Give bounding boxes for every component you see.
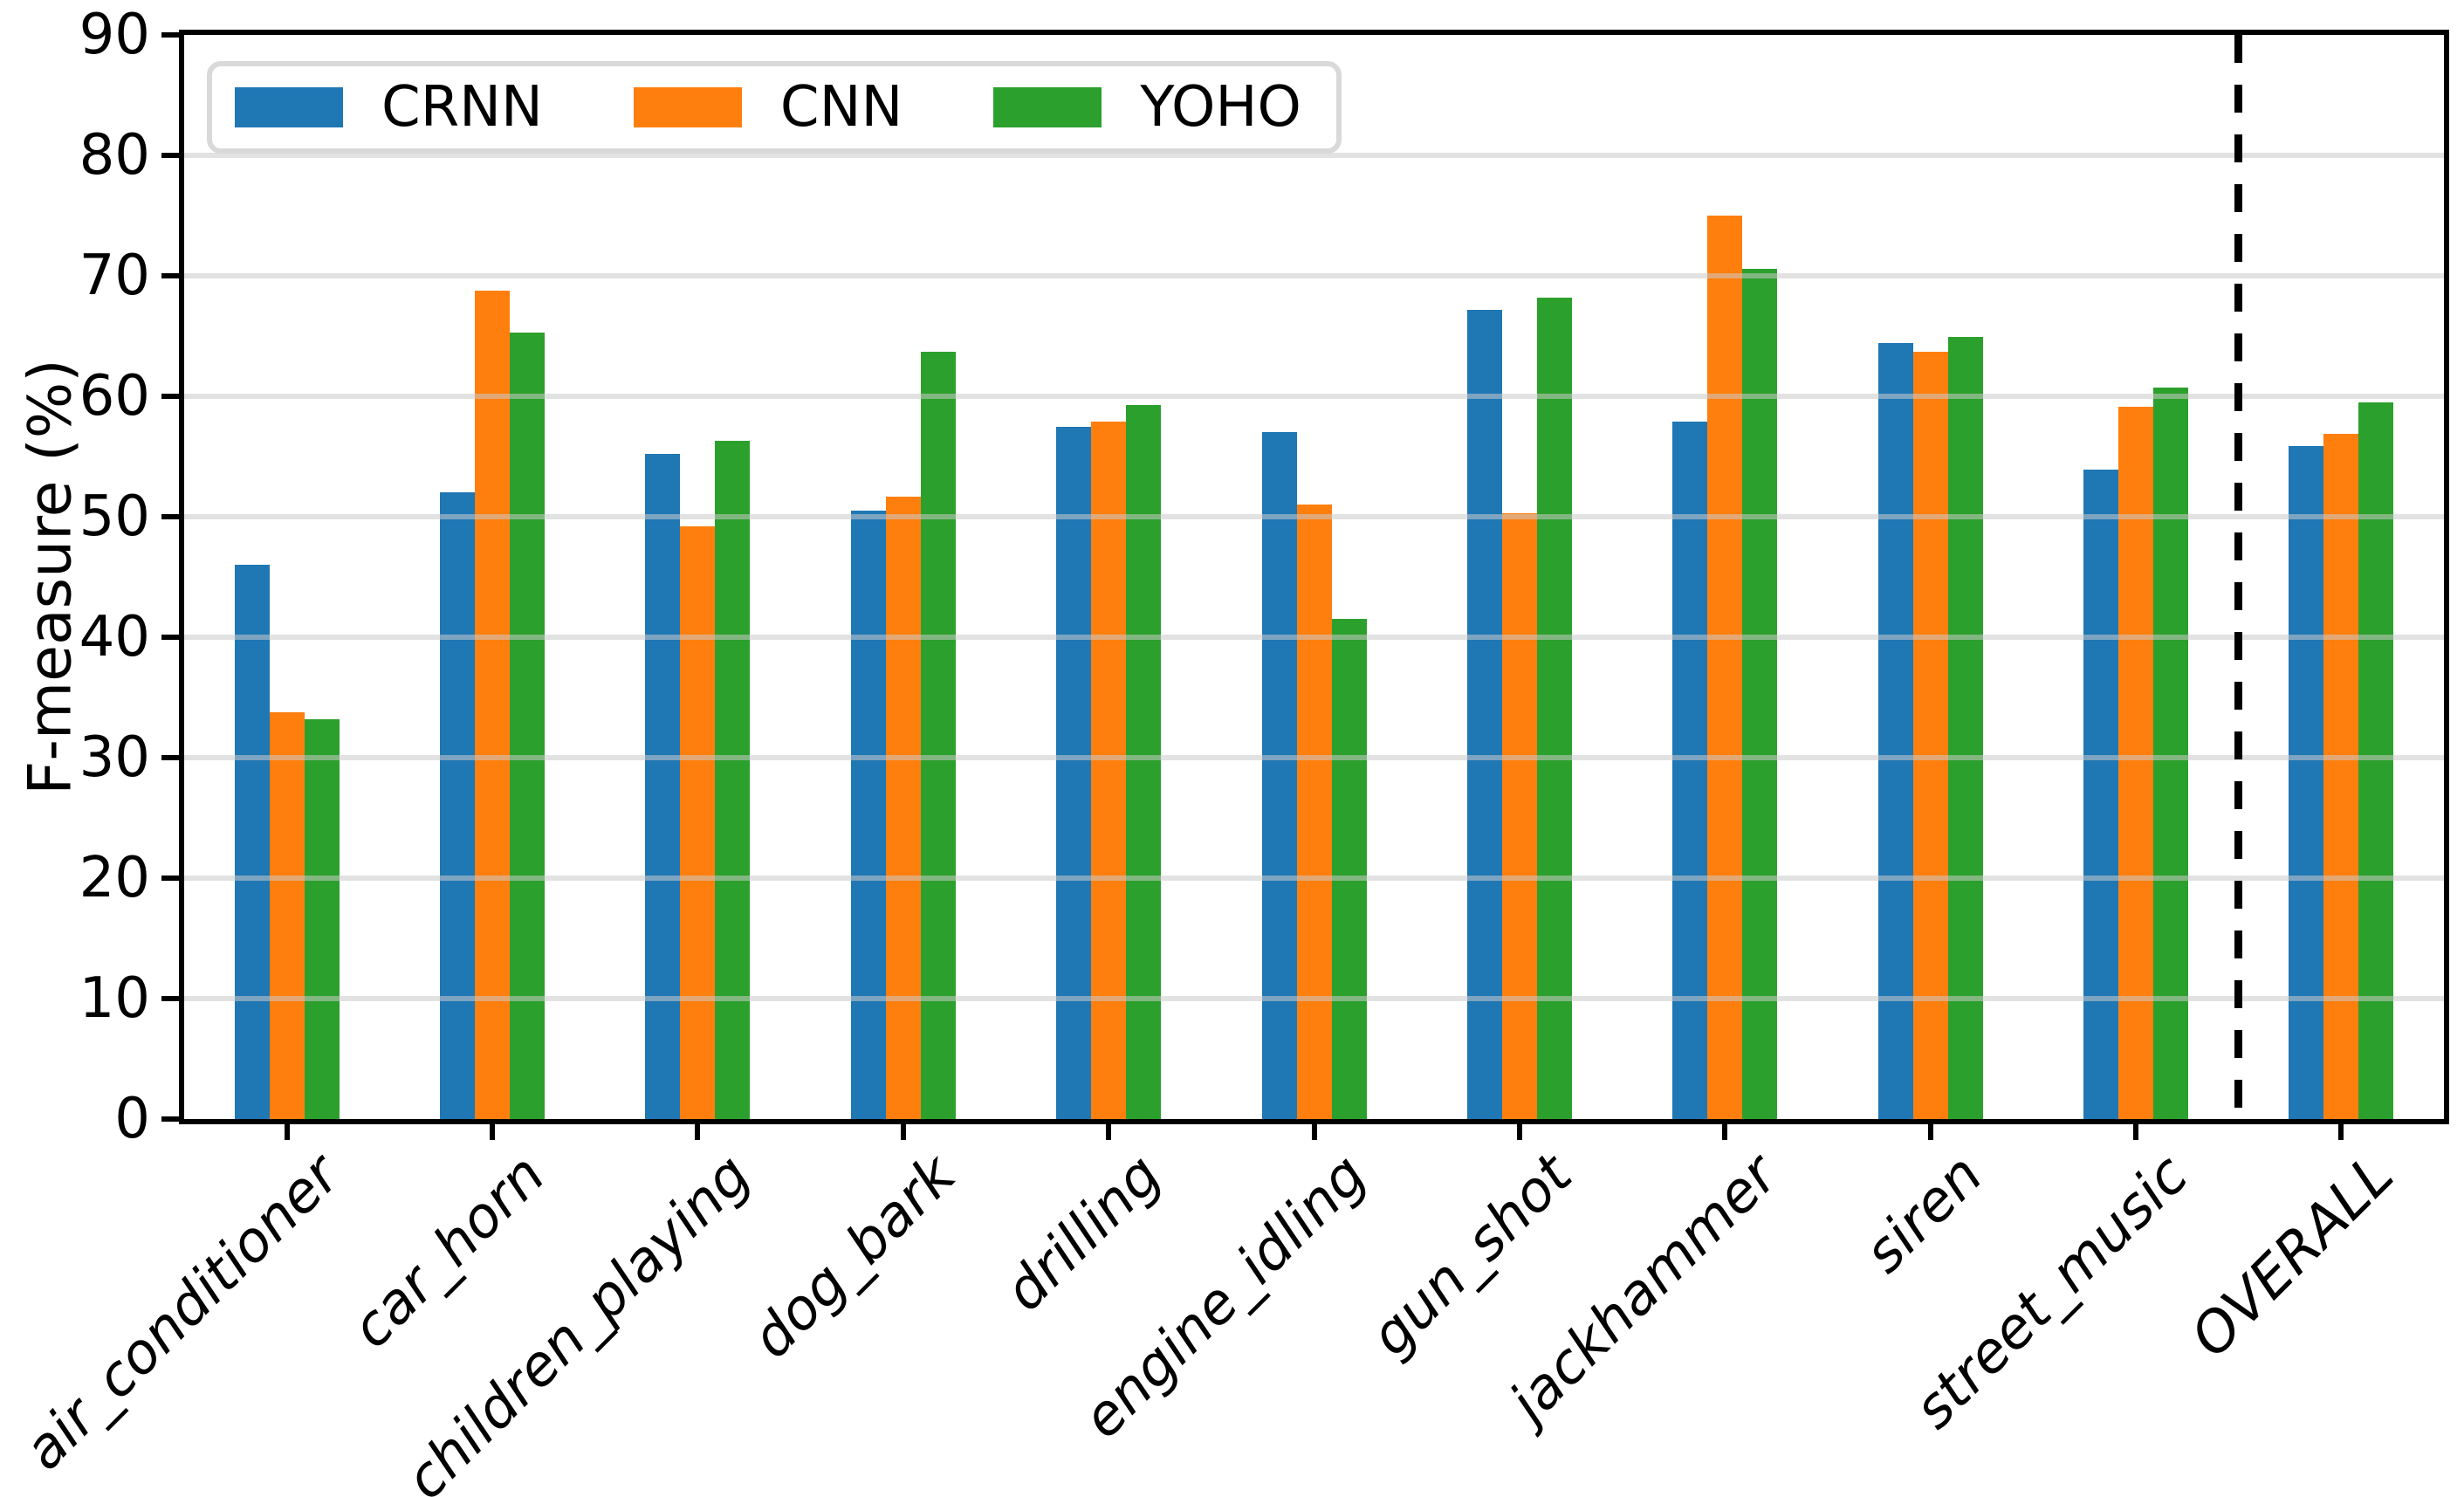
gridline-70 xyxy=(184,273,2444,278)
y-tick-label-80: 80 xyxy=(79,123,150,188)
bar-yoho-drilling xyxy=(1126,404,1162,1119)
bar-crnn-siren xyxy=(1877,343,1913,1119)
x-tick-mark-jackhammer xyxy=(1722,1124,1728,1140)
gridline-20 xyxy=(184,876,2444,881)
x-tick-mark-OVERALL xyxy=(2338,1124,2344,1140)
y-tick-label-40: 40 xyxy=(79,605,150,670)
y-tick-mark-80 xyxy=(161,153,179,158)
x-tick-label-children_playing: children_playing xyxy=(393,1143,763,1497)
legend-entry-cnn: CNN xyxy=(633,75,903,140)
bar-cnn-jackhammer xyxy=(1707,216,1743,1119)
x-tick-mark-siren xyxy=(1927,1124,1933,1140)
y-tick-label-60: 60 xyxy=(79,364,150,429)
x-tick-label-siren: siren xyxy=(1852,1143,1996,1286)
gridline-60 xyxy=(184,394,2444,399)
bar-cnn-dog_bark xyxy=(885,496,921,1119)
x-tick-label-air_conditioner: air_conditioner xyxy=(11,1143,353,1483)
x-tick-mark-dog_bark xyxy=(900,1124,906,1140)
x-tick-mark-gun_shot xyxy=(1516,1124,1522,1140)
bar-yoho-engine_idling xyxy=(1331,619,1367,1119)
bar-cnn-siren xyxy=(1912,351,1948,1119)
y-tick-mark-20 xyxy=(161,876,179,881)
bar-crnn-engine_idling xyxy=(1261,432,1297,1119)
x-tick-label-OVERALL: OVERALL xyxy=(2179,1143,2406,1370)
x-tick-mark-engine_idling xyxy=(1311,1124,1317,1140)
bar-crnn-car_horn xyxy=(440,492,476,1119)
y-tick-label-30: 30 xyxy=(79,725,150,790)
y-tick-mark-40 xyxy=(161,635,179,640)
y-tick-mark-30 xyxy=(161,755,179,760)
y-tick-mark-60 xyxy=(161,394,179,399)
bar-crnn-street_music xyxy=(2083,470,2118,1119)
x-tick-mark-air_conditioner xyxy=(284,1124,290,1140)
bar-yoho-children_playing xyxy=(715,441,751,1119)
gridline-80 xyxy=(184,153,2444,158)
x-tick-label-car_horn: car_horn xyxy=(339,1143,558,1362)
x-tick-mark-street_music xyxy=(2132,1124,2138,1140)
bar-cnn-air_conditioner xyxy=(269,711,305,1119)
bar-crnn-OVERALL xyxy=(2289,445,2324,1119)
bar-cnn-children_playing xyxy=(680,526,716,1119)
y-tick-mark-10 xyxy=(161,996,179,1001)
bar-crnn-drilling xyxy=(1056,426,1092,1119)
bar-yoho-air_conditioner xyxy=(304,718,340,1119)
gridline-30 xyxy=(184,755,2444,760)
y-tick-mark-70 xyxy=(161,273,179,278)
legend-entry-crnn: CRNN xyxy=(235,75,543,140)
legend-swatch-cnn xyxy=(633,87,742,127)
x-tick-label-drilling: drilling xyxy=(992,1143,1174,1324)
y-tick-label-20: 20 xyxy=(79,846,150,910)
bar-yoho-siren xyxy=(1947,337,1983,1119)
gridline-40 xyxy=(184,635,2444,640)
bar-cnn-OVERALL xyxy=(2323,433,2359,1119)
overall-separator-dashed-line xyxy=(2234,35,2243,1119)
gridline-10 xyxy=(184,996,2444,1001)
y-tick-label-50: 50 xyxy=(79,484,150,549)
legend-swatch-crnn xyxy=(235,87,343,127)
legend: CRNN CNN YOHO xyxy=(207,61,1342,154)
y-tick-label-90: 90 xyxy=(79,3,150,67)
y-tick-label-10: 10 xyxy=(79,966,150,1031)
legend-swatch-yoho xyxy=(993,87,1102,127)
bar-cnn-car_horn xyxy=(475,290,511,1119)
y-tick-label-0: 0 xyxy=(114,1087,150,1151)
plot-area xyxy=(184,35,2444,1119)
bar-yoho-street_music xyxy=(2152,388,2188,1119)
bar-cnn-gun_shot xyxy=(1501,512,1537,1119)
legend-label-crnn: CRNN xyxy=(381,75,543,140)
y-tick-label-70: 70 xyxy=(79,244,150,308)
bar-yoho-car_horn xyxy=(510,332,546,1119)
bar-yoho-dog_bark xyxy=(920,351,956,1119)
bar-crnn-dog_bark xyxy=(850,511,886,1119)
bar-crnn-children_playing xyxy=(645,454,681,1119)
bar-yoho-gun_shot xyxy=(1536,297,1572,1119)
bar-cnn-drilling xyxy=(1091,421,1127,1119)
y-tick-mark-90 xyxy=(161,32,179,38)
bar-crnn-gun_shot xyxy=(1466,309,1502,1119)
x-tick-label-dog_bark: dog_bark xyxy=(739,1143,969,1371)
y-tick-mark-50 xyxy=(161,514,179,519)
x-tick-label-gun_shot: gun_shot xyxy=(1358,1143,1585,1369)
legend-label-yoho: YOHO xyxy=(1140,75,1301,140)
y-axis-title: F-measure (%) xyxy=(16,359,86,795)
x-tick-mark-car_horn xyxy=(490,1124,496,1140)
bar-crnn-air_conditioner xyxy=(234,565,270,1119)
legend-entry-yoho: YOHO xyxy=(993,75,1301,140)
x-tick-mark-drilling xyxy=(1106,1124,1112,1140)
x-tick-mark-children_playing xyxy=(695,1124,701,1140)
gridline-50 xyxy=(184,514,2444,519)
bar-crnn-jackhammer xyxy=(1672,421,1708,1119)
bar-cnn-engine_idling xyxy=(1296,505,1332,1119)
bar-yoho-OVERALL xyxy=(2358,402,2394,1119)
legend-label-cnn: CNN xyxy=(779,75,903,140)
bar-yoho-jackhammer xyxy=(1742,268,1778,1119)
y-tick-mark-0 xyxy=(161,1116,179,1122)
